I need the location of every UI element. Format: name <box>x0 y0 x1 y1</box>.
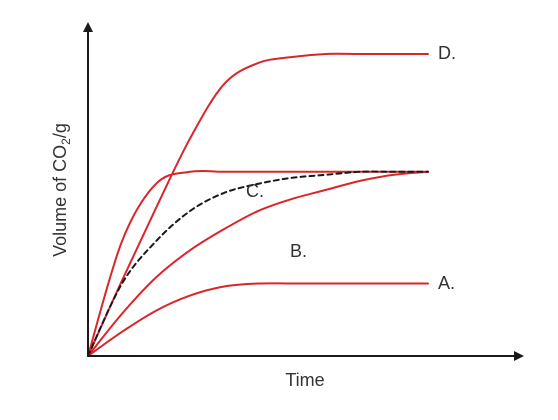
curve-a <box>87 282 429 357</box>
y-axis-label: Volume of CO2/g <box>50 123 73 257</box>
curves-group <box>87 52 429 357</box>
curve-dashed <box>87 170 429 357</box>
curve-labels-group: A. B. C. D. <box>246 43 456 293</box>
y-axis-label-subscript: 2 <box>59 138 73 145</box>
curve-b <box>87 170 429 357</box>
curve-label-b: B. <box>290 241 307 261</box>
curve-label-a: A. <box>438 273 455 293</box>
curve-label-c: C. <box>246 181 264 201</box>
y-axis-label-prefix: Volume of CO <box>50 145 70 257</box>
x-axis-label: Time <box>285 370 324 390</box>
curve-d <box>87 52 429 357</box>
curve-label-d: D. <box>438 43 456 63</box>
y-axis-label-suffix: /g <box>50 123 70 138</box>
